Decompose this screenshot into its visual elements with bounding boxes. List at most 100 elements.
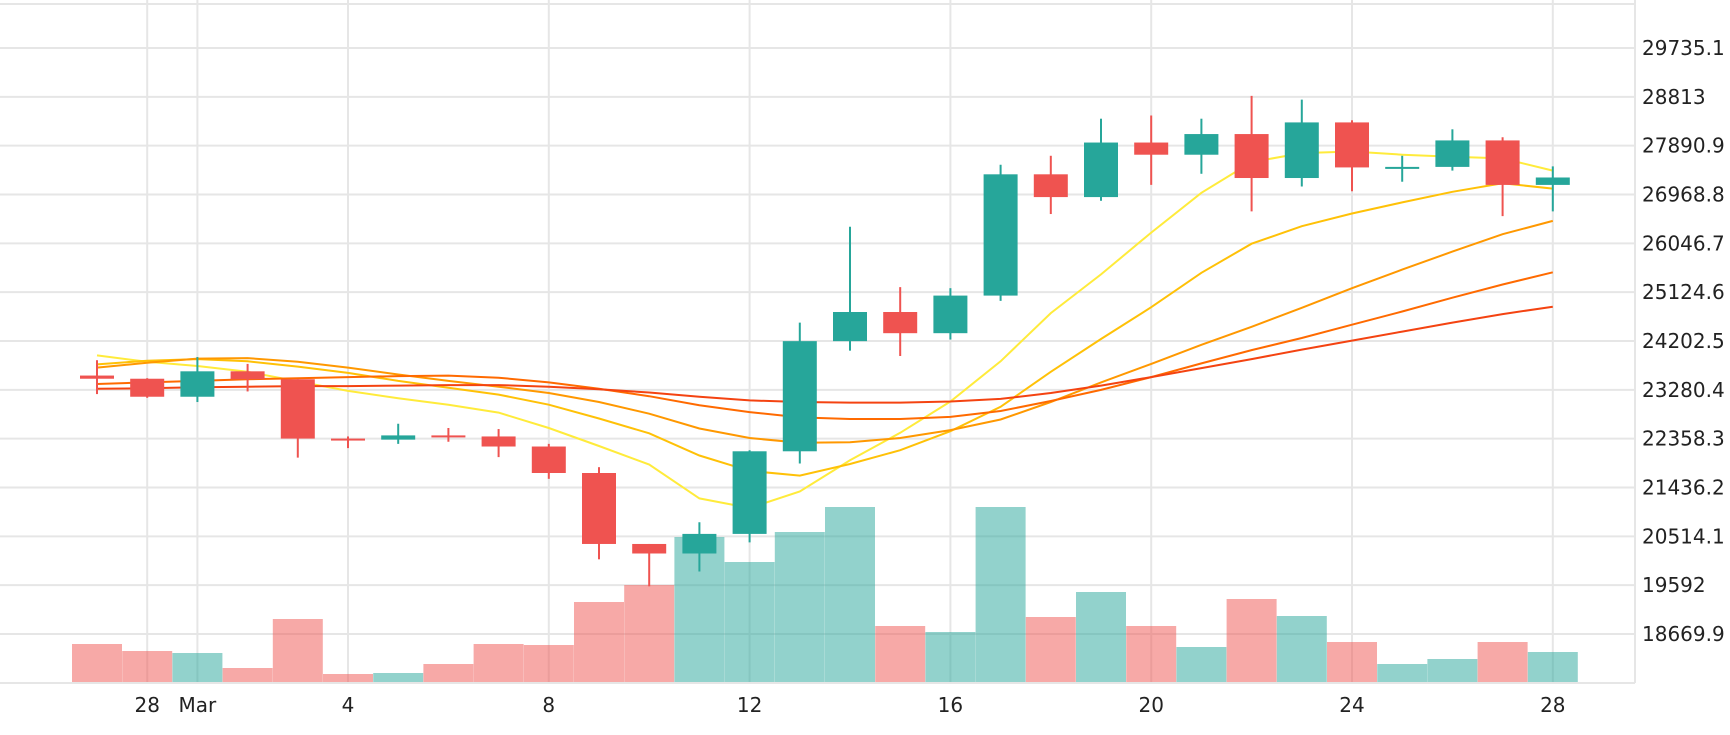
- volume-bar: [825, 507, 875, 682]
- volume-bar: [1126, 626, 1177, 682]
- candle-body: [1284, 122, 1319, 179]
- candle-body: [732, 451, 767, 534]
- candle-body: [1033, 174, 1068, 198]
- x-tick-label: 4: [342, 693, 355, 717]
- y-axis: 29735.1 28813 27890.9 26968.8 26046.7 25124.6…: [1642, 36, 1725, 646]
- candle: [833, 226, 867, 351]
- x-axis: 28 Mar 4 8 12 16 20 24 28: [134, 693, 1565, 717]
- y-tick-label: 21436.2: [1642, 476, 1725, 500]
- candle-body: [481, 436, 516, 447]
- candle-body: [632, 543, 667, 554]
- x-tick-label: 20: [1138, 693, 1163, 717]
- candle: [1535, 166, 1570, 212]
- candles: [80, 95, 1570, 587]
- y-tick-label: 25124.6: [1642, 280, 1725, 304]
- candle: [331, 436, 365, 449]
- volume-bar: [72, 644, 122, 682]
- candle-body: [1485, 140, 1520, 185]
- candle: [481, 429, 516, 458]
- candle: [1033, 155, 1068, 215]
- candle: [1134, 115, 1169, 185]
- candle-body: [431, 435, 466, 438]
- x-tick-label: 8: [542, 693, 555, 717]
- candle-body: [130, 378, 165, 397]
- candle-body: [682, 533, 717, 554]
- moving-average-line: [96, 182, 1553, 477]
- candle: [582, 467, 616, 560]
- y-tick-label: 27890.9: [1642, 134, 1725, 158]
- y-tick-label: 24202.5: [1642, 329, 1725, 353]
- candle: [1335, 120, 1369, 192]
- volume-bar: [1377, 664, 1428, 682]
- volume-bar: [1477, 642, 1528, 682]
- candle-body: [381, 435, 416, 440]
- candle: [130, 378, 165, 398]
- volume-bar: [1076, 592, 1126, 682]
- candle: [80, 360, 114, 395]
- x-tick-label: 28: [1540, 693, 1565, 717]
- volume-bar: [1427, 659, 1478, 682]
- candle-body: [230, 371, 265, 380]
- candle: [531, 443, 566, 479]
- moving-average-line: [96, 219, 1554, 444]
- candle-body: [883, 312, 918, 334]
- candle: [983, 164, 1018, 301]
- candle-body: [331, 438, 365, 441]
- candle: [782, 322, 817, 464]
- volume-bar: [373, 673, 424, 682]
- volume-bar: [724, 562, 775, 682]
- y-tick-label: 22358.3: [1642, 427, 1725, 451]
- candle: [1184, 118, 1219, 174]
- volume-bar: [1176, 647, 1227, 682]
- candle-body: [531, 446, 566, 473]
- candle: [682, 522, 717, 572]
- candle: [1234, 95, 1269, 212]
- candle: [883, 287, 918, 356]
- moving-average-line: [96, 305, 1553, 404]
- candle: [732, 450, 767, 543]
- candle-body: [983, 174, 1018, 296]
- volume-bars: [72, 507, 1578, 682]
- candle-body: [1134, 142, 1169, 155]
- candle: [1485, 137, 1520, 217]
- y-tick-label: 26046.7: [1642, 231, 1725, 255]
- candle: [933, 288, 968, 340]
- x-tick-label: 16: [938, 693, 963, 717]
- candle: [280, 379, 315, 458]
- volume-bar: [523, 645, 574, 682]
- y-tick-label: 29735.1: [1642, 36, 1725, 60]
- volume-bar: [875, 626, 926, 682]
- volume-bar: [774, 532, 825, 682]
- moving-average-lines: [96, 150, 1554, 510]
- x-tick-label: 12: [737, 693, 762, 717]
- volume-bar: [272, 619, 323, 682]
- volume-bar: [222, 668, 273, 682]
- y-tick-label: 18669.9: [1642, 622, 1725, 646]
- candle-body: [1535, 177, 1570, 185]
- candle: [1385, 155, 1420, 182]
- candle: [1435, 129, 1470, 171]
- y-tick-label: 28813: [1642, 85, 1706, 109]
- candle-body: [280, 379, 315, 439]
- candle: [431, 427, 466, 442]
- moving-average-line: [96, 271, 1554, 420]
- candle-body: [1184, 134, 1219, 155]
- volume-bar: [624, 585, 675, 682]
- volume-bar: [1527, 652, 1578, 682]
- volume-bar: [975, 507, 1026, 682]
- candle: [230, 363, 265, 392]
- candle-body: [1385, 166, 1420, 169]
- candle-body: [1435, 140, 1470, 167]
- candle-body: [180, 371, 215, 397]
- volume-bar: [473, 644, 524, 682]
- candle: [180, 357, 215, 403]
- volume-bar: [1327, 642, 1377, 682]
- candle-body: [1335, 122, 1369, 168]
- candle-body: [1234, 134, 1269, 179]
- candle-body: [782, 341, 817, 452]
- y-tick-label: 26968.8: [1642, 183, 1725, 207]
- candle-body: [1084, 142, 1118, 198]
- volume-bar: [574, 602, 624, 682]
